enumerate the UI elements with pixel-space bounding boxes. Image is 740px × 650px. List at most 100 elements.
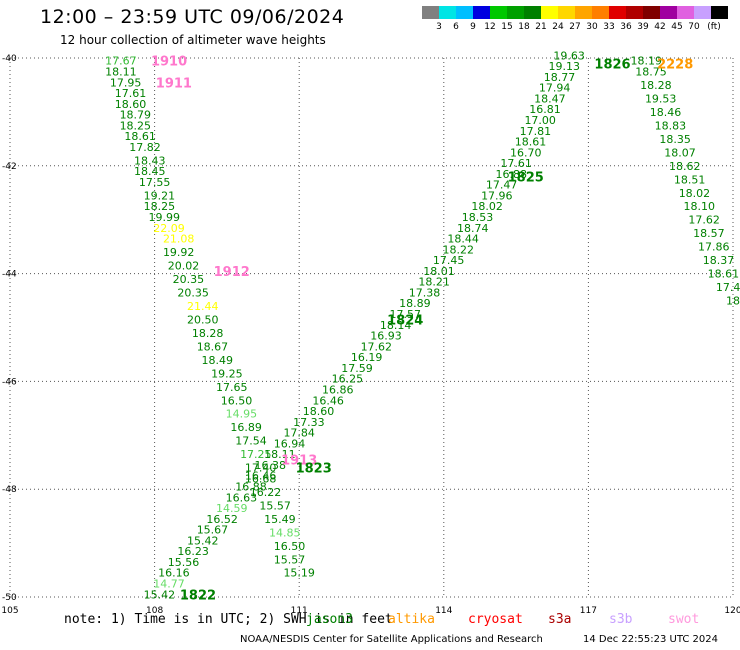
y-tick-label: -40: [2, 54, 17, 64]
wave-height-label: 18.77: [544, 71, 576, 84]
wave-height-label: 16.50: [221, 394, 253, 407]
wave-height-label: 18.67: [197, 340, 229, 353]
wave-height-label: 18.60: [115, 98, 147, 111]
color-swatch: [439, 6, 456, 19]
wave-height-label: 17.59: [341, 362, 373, 375]
color-scale-tick: 6: [453, 22, 459, 32]
wave-height-label: 18.61: [124, 130, 156, 143]
wave-height-label: 18.75: [635, 65, 667, 78]
wave-height-label: 17.86: [698, 241, 730, 254]
wave-height-label: 14.77: [153, 578, 185, 591]
color-scale-unit: (ft): [707, 22, 721, 32]
credit-line: NOAA/NESDIS Center for Satellite Applica…: [240, 634, 543, 645]
x-tick-label: 117: [580, 606, 597, 616]
wave-height-label: 17.96: [481, 189, 513, 202]
wave-height-label: 15.67: [197, 524, 229, 537]
wave-height-label: 18.25: [120, 119, 152, 132]
color-swatch: [473, 6, 490, 19]
x-tick-label: 120: [724, 606, 740, 616]
wave-height-label: 16.88: [235, 481, 267, 494]
satellite-label-altika: altika: [388, 612, 435, 627]
wave-height-label: 18.57: [693, 227, 725, 240]
wave-height-label: 20.50: [187, 313, 219, 326]
color-swatch: [507, 6, 524, 19]
wave-height-label: 18.62: [669, 160, 701, 173]
wave-height-label: 17.38: [409, 286, 441, 299]
satellite-label-swot: swot: [668, 612, 700, 627]
wave-height-label: 17.25: [240, 448, 272, 461]
wave-height-label: 21.08: [163, 233, 195, 246]
wave-height-label: 18.35: [659, 133, 691, 146]
satellite-label-jason3: jason3: [306, 612, 353, 627]
wave-height-label: 18.21: [418, 276, 450, 289]
wave-height-label: 16.46: [312, 394, 344, 407]
wave-height-label: 16.94: [274, 437, 306, 450]
wave-height-label: 18.14: [380, 319, 412, 332]
wave-height-label: 17.81: [520, 125, 552, 138]
x-tick-label: 108: [146, 606, 163, 616]
color-scale-tick: 12: [484, 22, 496, 32]
pass-time-label: 1910: [151, 55, 187, 70]
wave-height-label: 18.44: [447, 233, 479, 246]
wave-height-label: 17.95: [110, 76, 142, 89]
wave-height-label: 18.49: [202, 354, 234, 367]
wave-height-label: 18.83: [655, 119, 687, 132]
wave-height-label: 15.56: [168, 556, 200, 569]
wave-height-label: 14.59: [216, 502, 248, 515]
pass-time-label: 1823: [296, 462, 332, 477]
color-scale-tick: 36: [620, 22, 632, 32]
color-swatch: [422, 6, 439, 19]
wave-height-label: 16.89: [230, 421, 262, 434]
color-swatch: [711, 6, 728, 19]
satellite-label-s3b: s3b: [609, 612, 633, 627]
wave-height-label: 17.47: [486, 179, 518, 192]
wave-height-label: 17.84: [283, 427, 315, 440]
x-tick-label: 111: [291, 606, 308, 616]
wave-height-label: 18.60: [303, 405, 335, 418]
wave-height-label: 17.54: [235, 435, 267, 448]
color-scale-tick: 18: [518, 22, 530, 32]
color-scale-tick: 15: [501, 22, 513, 32]
y-tick-label: -44: [2, 270, 17, 280]
wave-height-label: 16.88: [496, 168, 528, 181]
wave-height-label: 18.11: [264, 448, 296, 461]
wave-height-label: 18.19: [630, 55, 662, 68]
color-swatch: [490, 6, 507, 19]
wave-height-label: 17.4: [716, 281, 740, 294]
wave-height-label: 17.62: [688, 214, 720, 227]
pass-time-label: 1912: [214, 265, 250, 280]
wave-height-label: 17.67: [105, 55, 137, 68]
wave-height-label: 18.02: [679, 187, 711, 200]
wave-height-label: 18.22: [443, 243, 475, 256]
color-swatch: [575, 6, 592, 19]
wave-height-label: 18.10: [684, 200, 716, 213]
wave-height-label: 18.28: [640, 79, 672, 92]
color-swatch: [541, 6, 558, 19]
color-scale-tick: 30: [586, 22, 598, 32]
color-scale-tick: 3: [436, 22, 442, 32]
wave-height-label: 17.45: [433, 254, 465, 267]
wave-height-label: 20.02: [168, 260, 200, 273]
wave-height-label: 18.11: [105, 65, 137, 78]
color-scale-tick: 21: [535, 22, 547, 32]
color-swatch: [643, 6, 660, 19]
wave-height-label: 18.61: [708, 268, 740, 281]
pass-time-label: 1911: [156, 76, 192, 91]
wave-height-label: 19.63: [553, 49, 585, 62]
wave-height-label: 21.44: [187, 300, 219, 313]
color-swatch: [609, 6, 626, 19]
wave-height-label: 20.35: [177, 286, 209, 299]
wave-height-label: 15.57: [259, 499, 291, 512]
wave-height-label: 15.42: [187, 534, 219, 547]
wave-height-label: 15.57: [274, 553, 306, 566]
footnote: note: 1) Time is in UTC; 2) SWH is in fe…: [64, 612, 393, 627]
wave-height-label: 17.94: [539, 82, 571, 95]
pass-time-label: 1826: [594, 57, 630, 72]
x-tick-label: 114: [435, 606, 452, 616]
wave-height-label: 18.02: [471, 200, 503, 213]
color-scale-tick: 27: [569, 22, 581, 32]
wave-height-label: 19.92: [163, 246, 195, 259]
pass-time-label: 1825: [508, 171, 544, 186]
wave-height-label: 14.85: [269, 526, 301, 539]
wave-height-label: 18: [726, 295, 740, 308]
